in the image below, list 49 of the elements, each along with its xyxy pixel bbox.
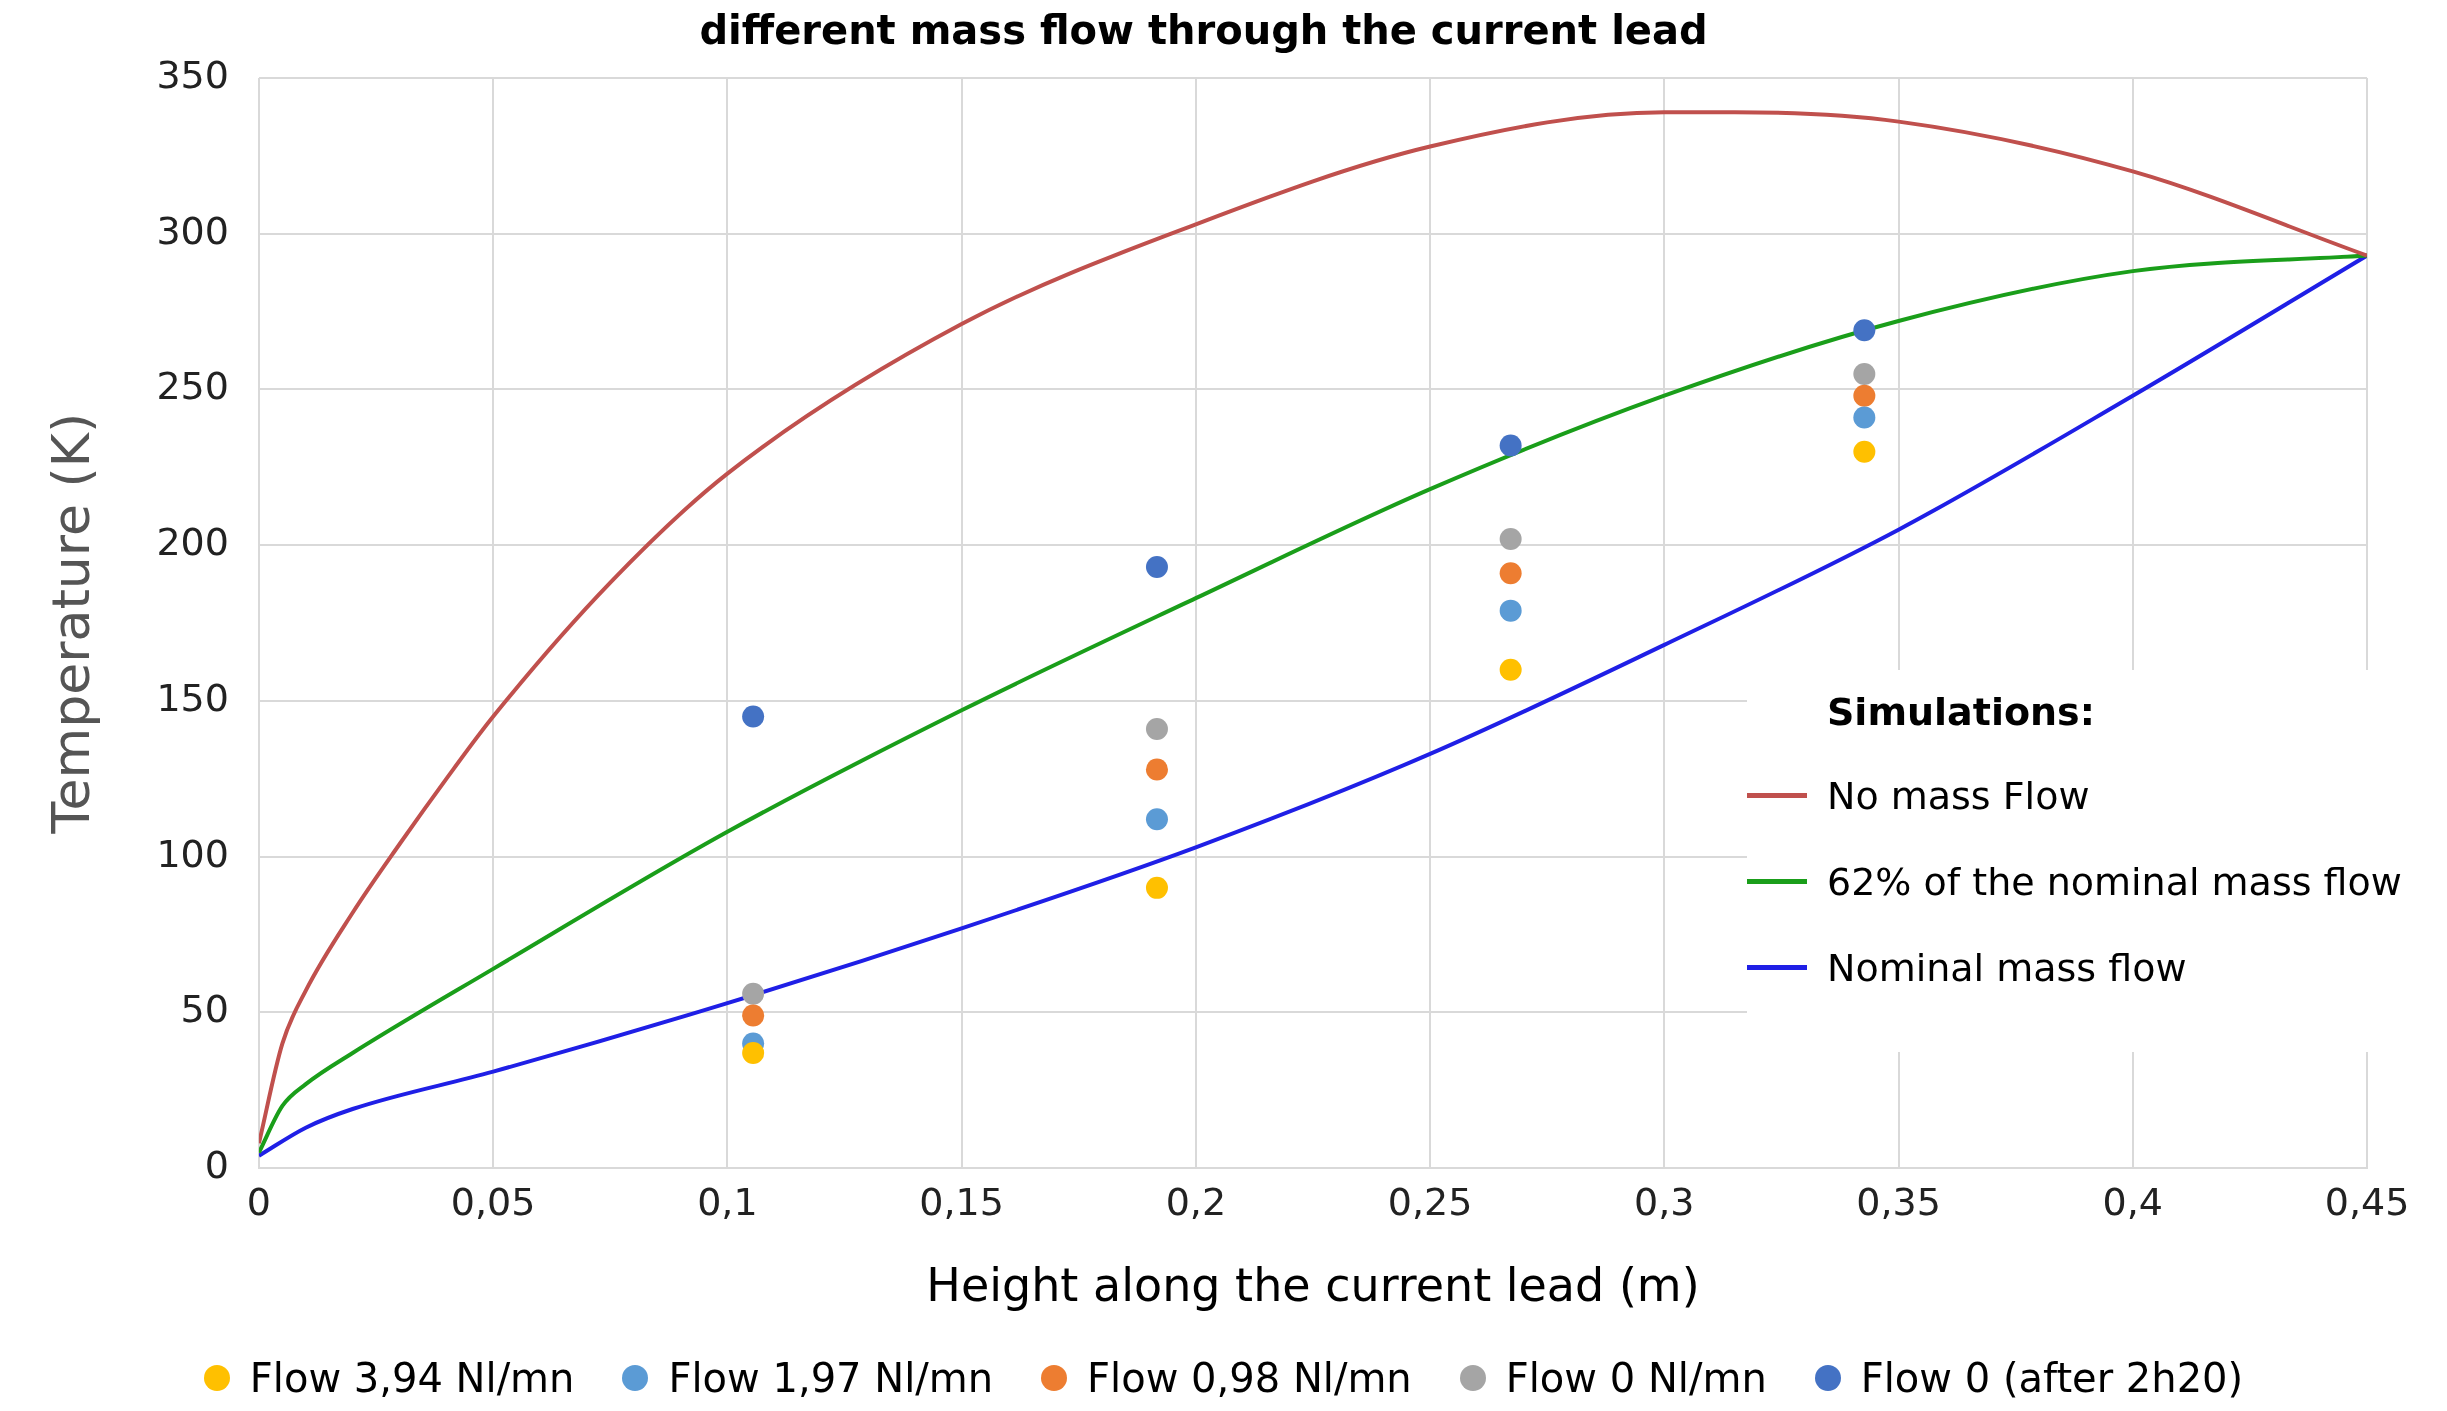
x-tick-label: 0,4 — [2102, 1179, 2163, 1224]
x-tick-label: 0,3 — [1634, 1179, 1695, 1224]
point — [1145, 876, 1168, 899]
point — [1145, 556, 1168, 579]
point — [742, 1004, 765, 1027]
point — [1853, 384, 1876, 407]
y-tick-label: 100 — [156, 831, 229, 876]
legend-title: Simulations: — [1827, 689, 2096, 734]
point — [742, 1041, 765, 1064]
y-tick-label: 250 — [156, 364, 229, 409]
point — [1853, 406, 1876, 429]
y-tick-label: 200 — [156, 520, 229, 565]
y-axis-title: Temperature (K) — [40, 412, 101, 835]
chart-title: different mass flow through the current lead — [699, 7, 1708, 54]
x-tick-label: 0,25 — [1387, 1179, 1473, 1224]
x-tick-label: 0,1 — [697, 1179, 758, 1224]
y-tick-label: 50 — [180, 987, 229, 1032]
point — [1145, 758, 1168, 781]
legend-label: Flow 0 Nl/mn — [1505, 1355, 1767, 1401]
legend-label: No mass Flow — [1827, 773, 2090, 818]
point — [1853, 362, 1876, 385]
point — [1499, 599, 1522, 622]
x-tick-label: 0,45 — [2324, 1179, 2410, 1224]
point — [1499, 658, 1522, 681]
x-tick-label: 0,35 — [1856, 1179, 1941, 1224]
y-tick-label: 150 — [156, 675, 229, 720]
x-tick-label: 0,05 — [450, 1179, 536, 1224]
point — [1499, 434, 1522, 457]
point — [1499, 528, 1522, 550]
point — [1853, 319, 1876, 342]
legend-label: Flow 0,98 Nl/mn — [1087, 1355, 1412, 1401]
legend-label: Flow 1,97 Nl/mn — [668, 1355, 994, 1401]
point — [1145, 808, 1168, 831]
legend-label: Flow 3,94 Nl/mn — [249, 1355, 575, 1401]
legend-label: 62% of the nominal mass flow — [1827, 859, 2402, 904]
legend-label: Nominal mass flow — [1827, 945, 2187, 990]
x-axis-title: Height along the current lead (m) — [926, 1258, 1700, 1313]
y-tick-label: 350 — [156, 52, 229, 97]
point — [742, 982, 765, 1005]
legend-label: Flow 0 (after 2h20) — [1860, 1355, 2244, 1401]
x-tick-label: 0,15 — [919, 1179, 1004, 1224]
point — [742, 705, 765, 728]
x-tick-label: 0 — [246, 1179, 272, 1224]
x-tick-label: 0,2 — [1165, 1179, 1227, 1224]
point — [1853, 440, 1876, 463]
y-tick-label: 300 — [156, 208, 229, 253]
y-tick-label: 0 — [204, 1143, 229, 1188]
point — [1145, 718, 1168, 741]
point — [1499, 562, 1522, 585]
